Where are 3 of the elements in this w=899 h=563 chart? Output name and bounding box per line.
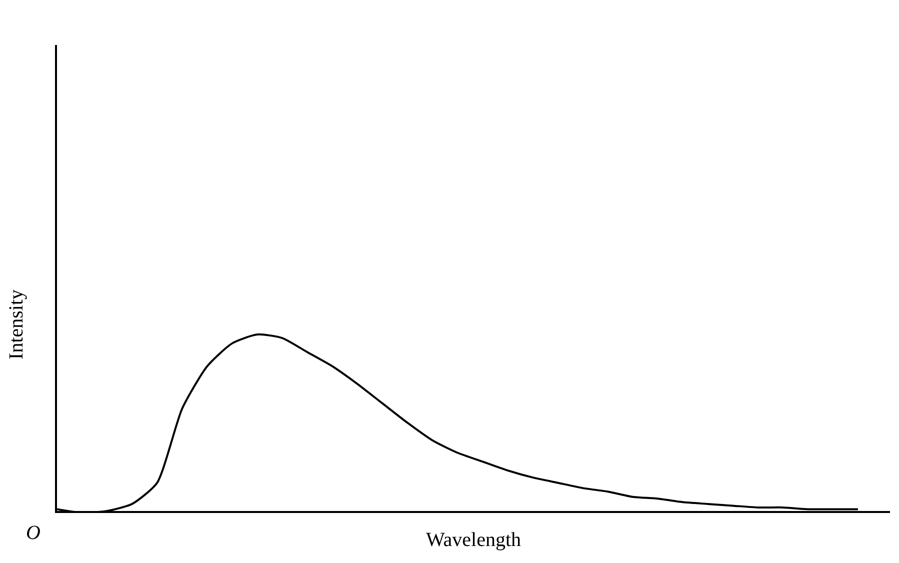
text: O bbox=[26, 522, 40, 544]
x-axis-title: Wavelength bbox=[426, 529, 522, 551]
y-axis-title: Intensity bbox=[5, 289, 28, 360]
